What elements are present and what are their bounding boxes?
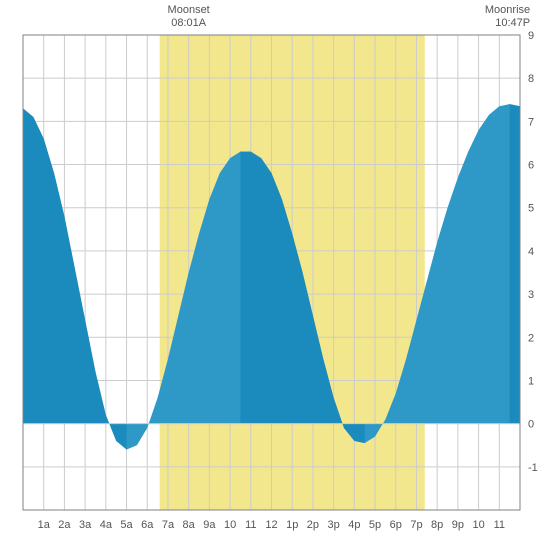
svg-text:7: 7 [528,116,534,128]
svg-text:-1: -1 [528,462,538,474]
svg-text:9a: 9a [203,519,216,531]
moonrise-time: 10:47P [465,17,530,30]
svg-text:11: 11 [494,519,505,531]
moonset-annotation: Moonset 08:01A [159,4,219,30]
svg-text:6a: 6a [141,519,154,531]
svg-text:4: 4 [528,246,534,258]
svg-text:1: 1 [528,375,534,387]
svg-text:2p: 2p [307,519,319,531]
svg-text:3a: 3a [79,519,92,531]
svg-text:12: 12 [265,519,277,531]
tide-chart: -101234567891a2a3a4a5a6a7a8a9a1011121p2p… [0,0,550,550]
svg-text:0: 0 [528,419,534,431]
svg-text:4a: 4a [100,519,113,531]
svg-text:9p: 9p [452,519,464,531]
svg-text:2a: 2a [58,519,71,531]
svg-text:8p: 8p [431,519,443,531]
svg-text:5a: 5a [120,519,133,531]
svg-text:3p: 3p [328,519,340,531]
moonset-label: Moonset [159,4,219,17]
moonrise-label: Moonrise [465,4,530,17]
svg-text:7a: 7a [162,519,175,531]
svg-text:1p: 1p [286,519,298,531]
svg-text:2: 2 [528,332,534,344]
svg-text:6: 6 [528,160,534,172]
moonrise-annotation: Moonrise 10:47P [465,4,530,30]
svg-text:8a: 8a [183,519,196,531]
svg-text:5p: 5p [369,519,381,531]
svg-text:6p: 6p [390,519,402,531]
svg-text:7p: 7p [410,519,422,531]
svg-text:10: 10 [224,519,236,531]
svg-text:5: 5 [528,203,534,215]
svg-text:1a: 1a [38,519,51,531]
svg-text:10: 10 [472,519,484,531]
svg-text:8: 8 [528,73,534,85]
moonset-time: 08:01A [159,17,219,30]
svg-text:11: 11 [245,519,256,531]
svg-text:3: 3 [528,289,534,301]
svg-text:4p: 4p [348,519,360,531]
svg-text:9: 9 [528,30,534,42]
chart-svg: -101234567891a2a3a4a5a6a7a8a9a1011121p2p… [0,0,550,550]
